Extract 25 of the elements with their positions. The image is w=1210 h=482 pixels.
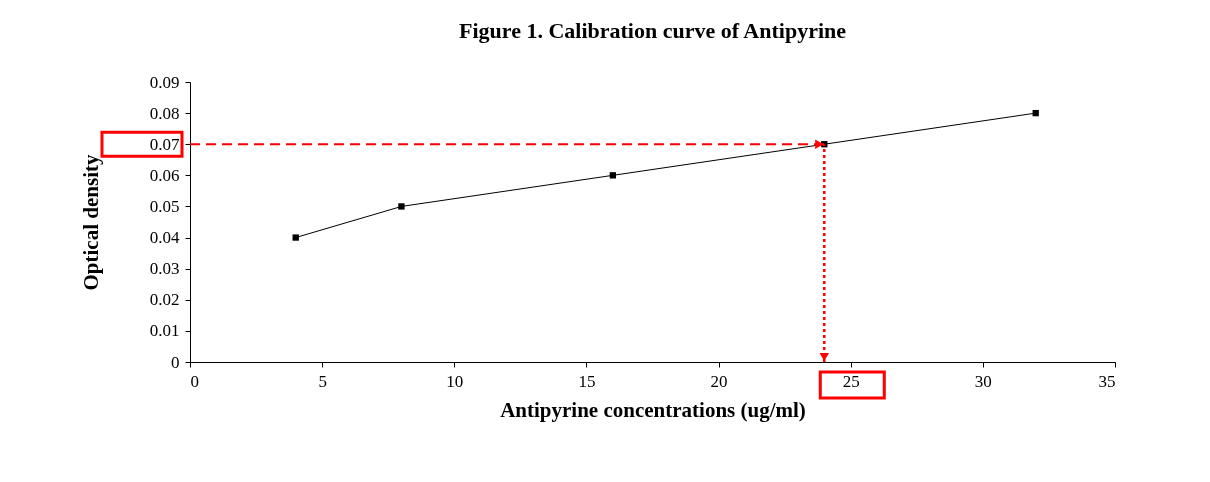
y-tick-label: 0.06 — [149, 165, 180, 185]
x-tick-label: 20 — [710, 371, 728, 391]
y-tick-label: 0.03 — [149, 259, 180, 279]
x-tick-label: 5 — [318, 371, 327, 391]
point — [292, 234, 299, 241]
x-tick-label: 0 — [190, 371, 199, 391]
x-axis-title: Antipyrine concentrations (ug/ml) — [500, 397, 806, 422]
y-tick-label: 0.02 — [149, 290, 180, 310]
y-tick-label: 0 — [171, 352, 180, 372]
chart-title: Figure 1. Calibration curve of Antipyrine — [458, 18, 847, 43]
y-tick-label: 0.04 — [149, 228, 180, 248]
y-tick-label: 0.01 — [149, 321, 180, 341]
x-tick-label: 15 — [578, 371, 596, 391]
point — [398, 203, 405, 210]
x-tick-label: 30 — [974, 371, 992, 391]
y-tick-label: 0.08 — [149, 103, 180, 123]
x-tick-label: 10 — [446, 371, 464, 391]
x-tick-label: 35 — [1098, 371, 1116, 391]
y-tick-label: 0.05 — [149, 196, 180, 216]
y-tick-label: 0.07 — [149, 134, 180, 154]
y-tick-label: 0.09 — [149, 72, 180, 92]
point — [1032, 109, 1039, 117]
x-tick-label: 25 — [842, 371, 860, 391]
point — [609, 172, 617, 179]
y-axis-title: Optical density — [78, 154, 103, 291]
